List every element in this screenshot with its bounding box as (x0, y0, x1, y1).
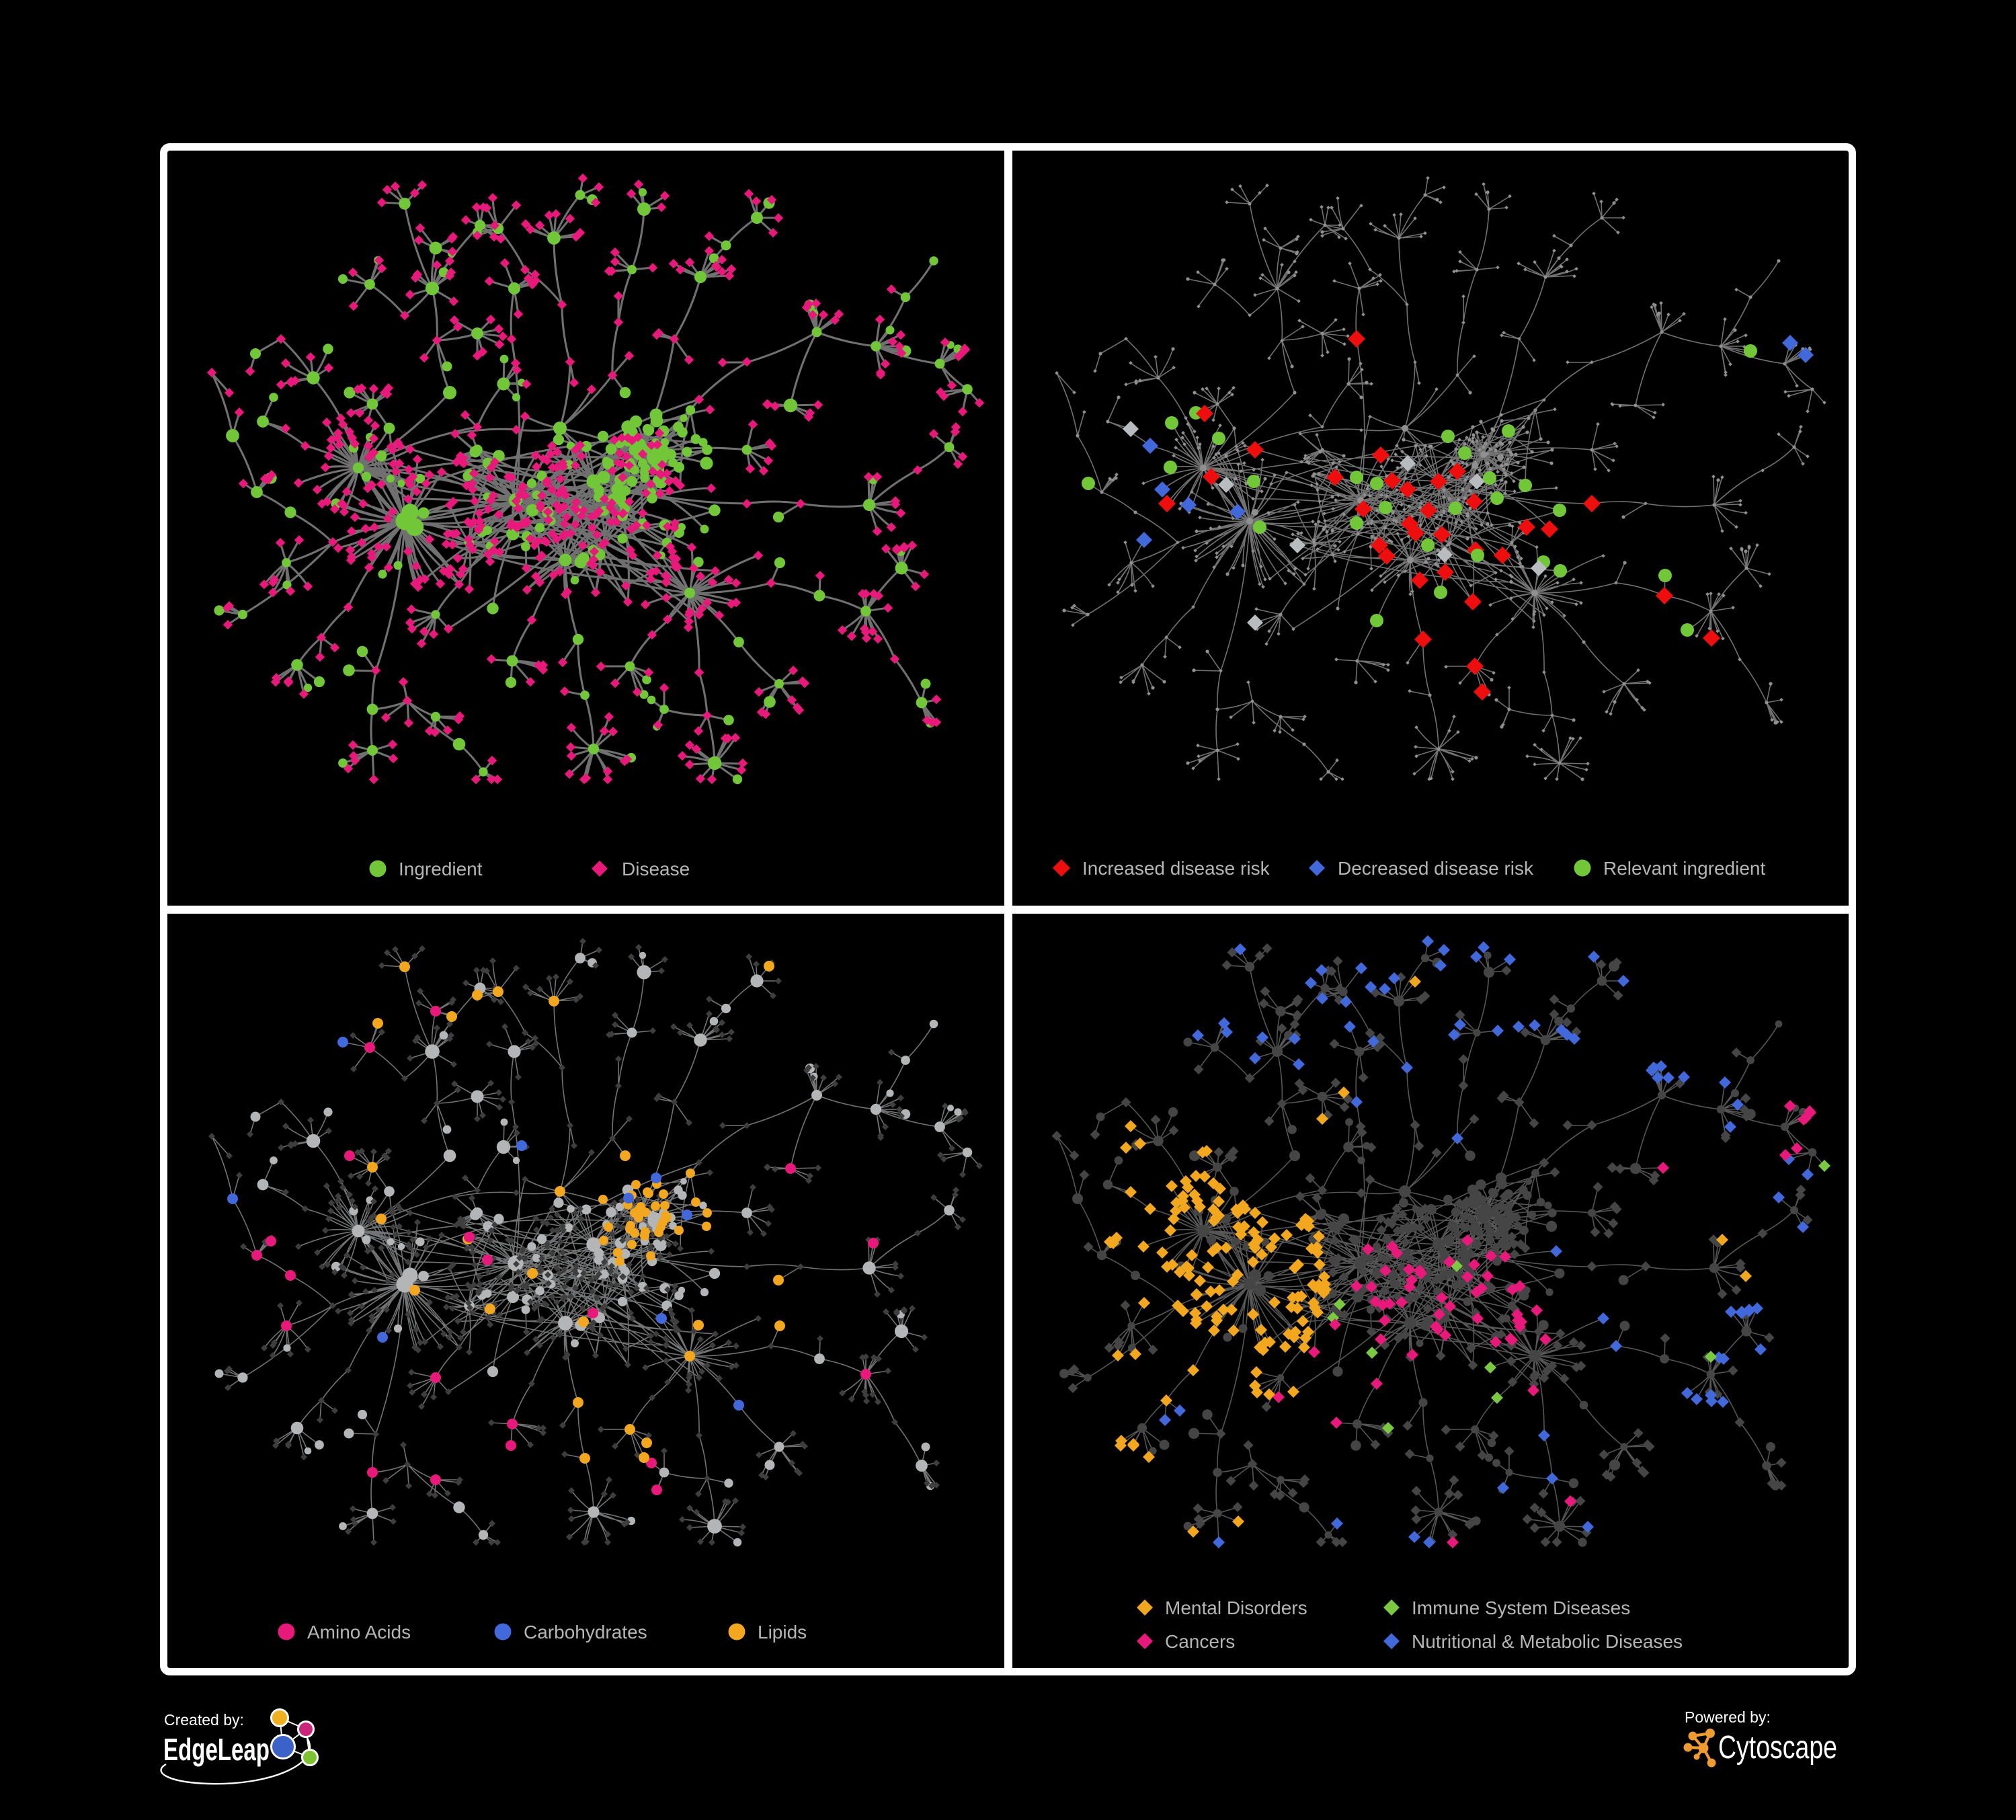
svg-text:Disease: Disease (622, 859, 690, 879)
svg-text:Ingredient: Ingredient (399, 859, 483, 879)
svg-text:Lipids: Lipids (758, 1622, 807, 1643)
svg-text:Cytoscape: Cytoscape (1718, 1730, 1837, 1766)
svg-text:Cancers: Cancers (1165, 1631, 1235, 1652)
svg-text:Powered by:: Powered by: (1685, 1708, 1771, 1726)
svg-text:Increased disease risk: Increased disease risk (1082, 858, 1271, 879)
svg-text:Amino Acids: Amino Acids (307, 1622, 411, 1643)
svg-text:Nutritional & Metabolic Diseas: Nutritional & Metabolic Diseases (1412, 1631, 1683, 1652)
svg-text:Carbohydrates: Carbohydrates (524, 1622, 647, 1643)
svg-text:Mental Disorders: Mental Disorders (1165, 1597, 1307, 1618)
svg-text:Created by:: Created by: (164, 1711, 244, 1729)
svg-text:Immune System Diseases: Immune System Diseases (1412, 1597, 1630, 1618)
svg-text:Relevant ingredient: Relevant ingredient (1603, 858, 1765, 879)
svg-text:EdgeLeap: EdgeLeap (163, 1732, 270, 1767)
svg-text:Decreased disease risk: Decreased disease risk (1338, 858, 1534, 879)
